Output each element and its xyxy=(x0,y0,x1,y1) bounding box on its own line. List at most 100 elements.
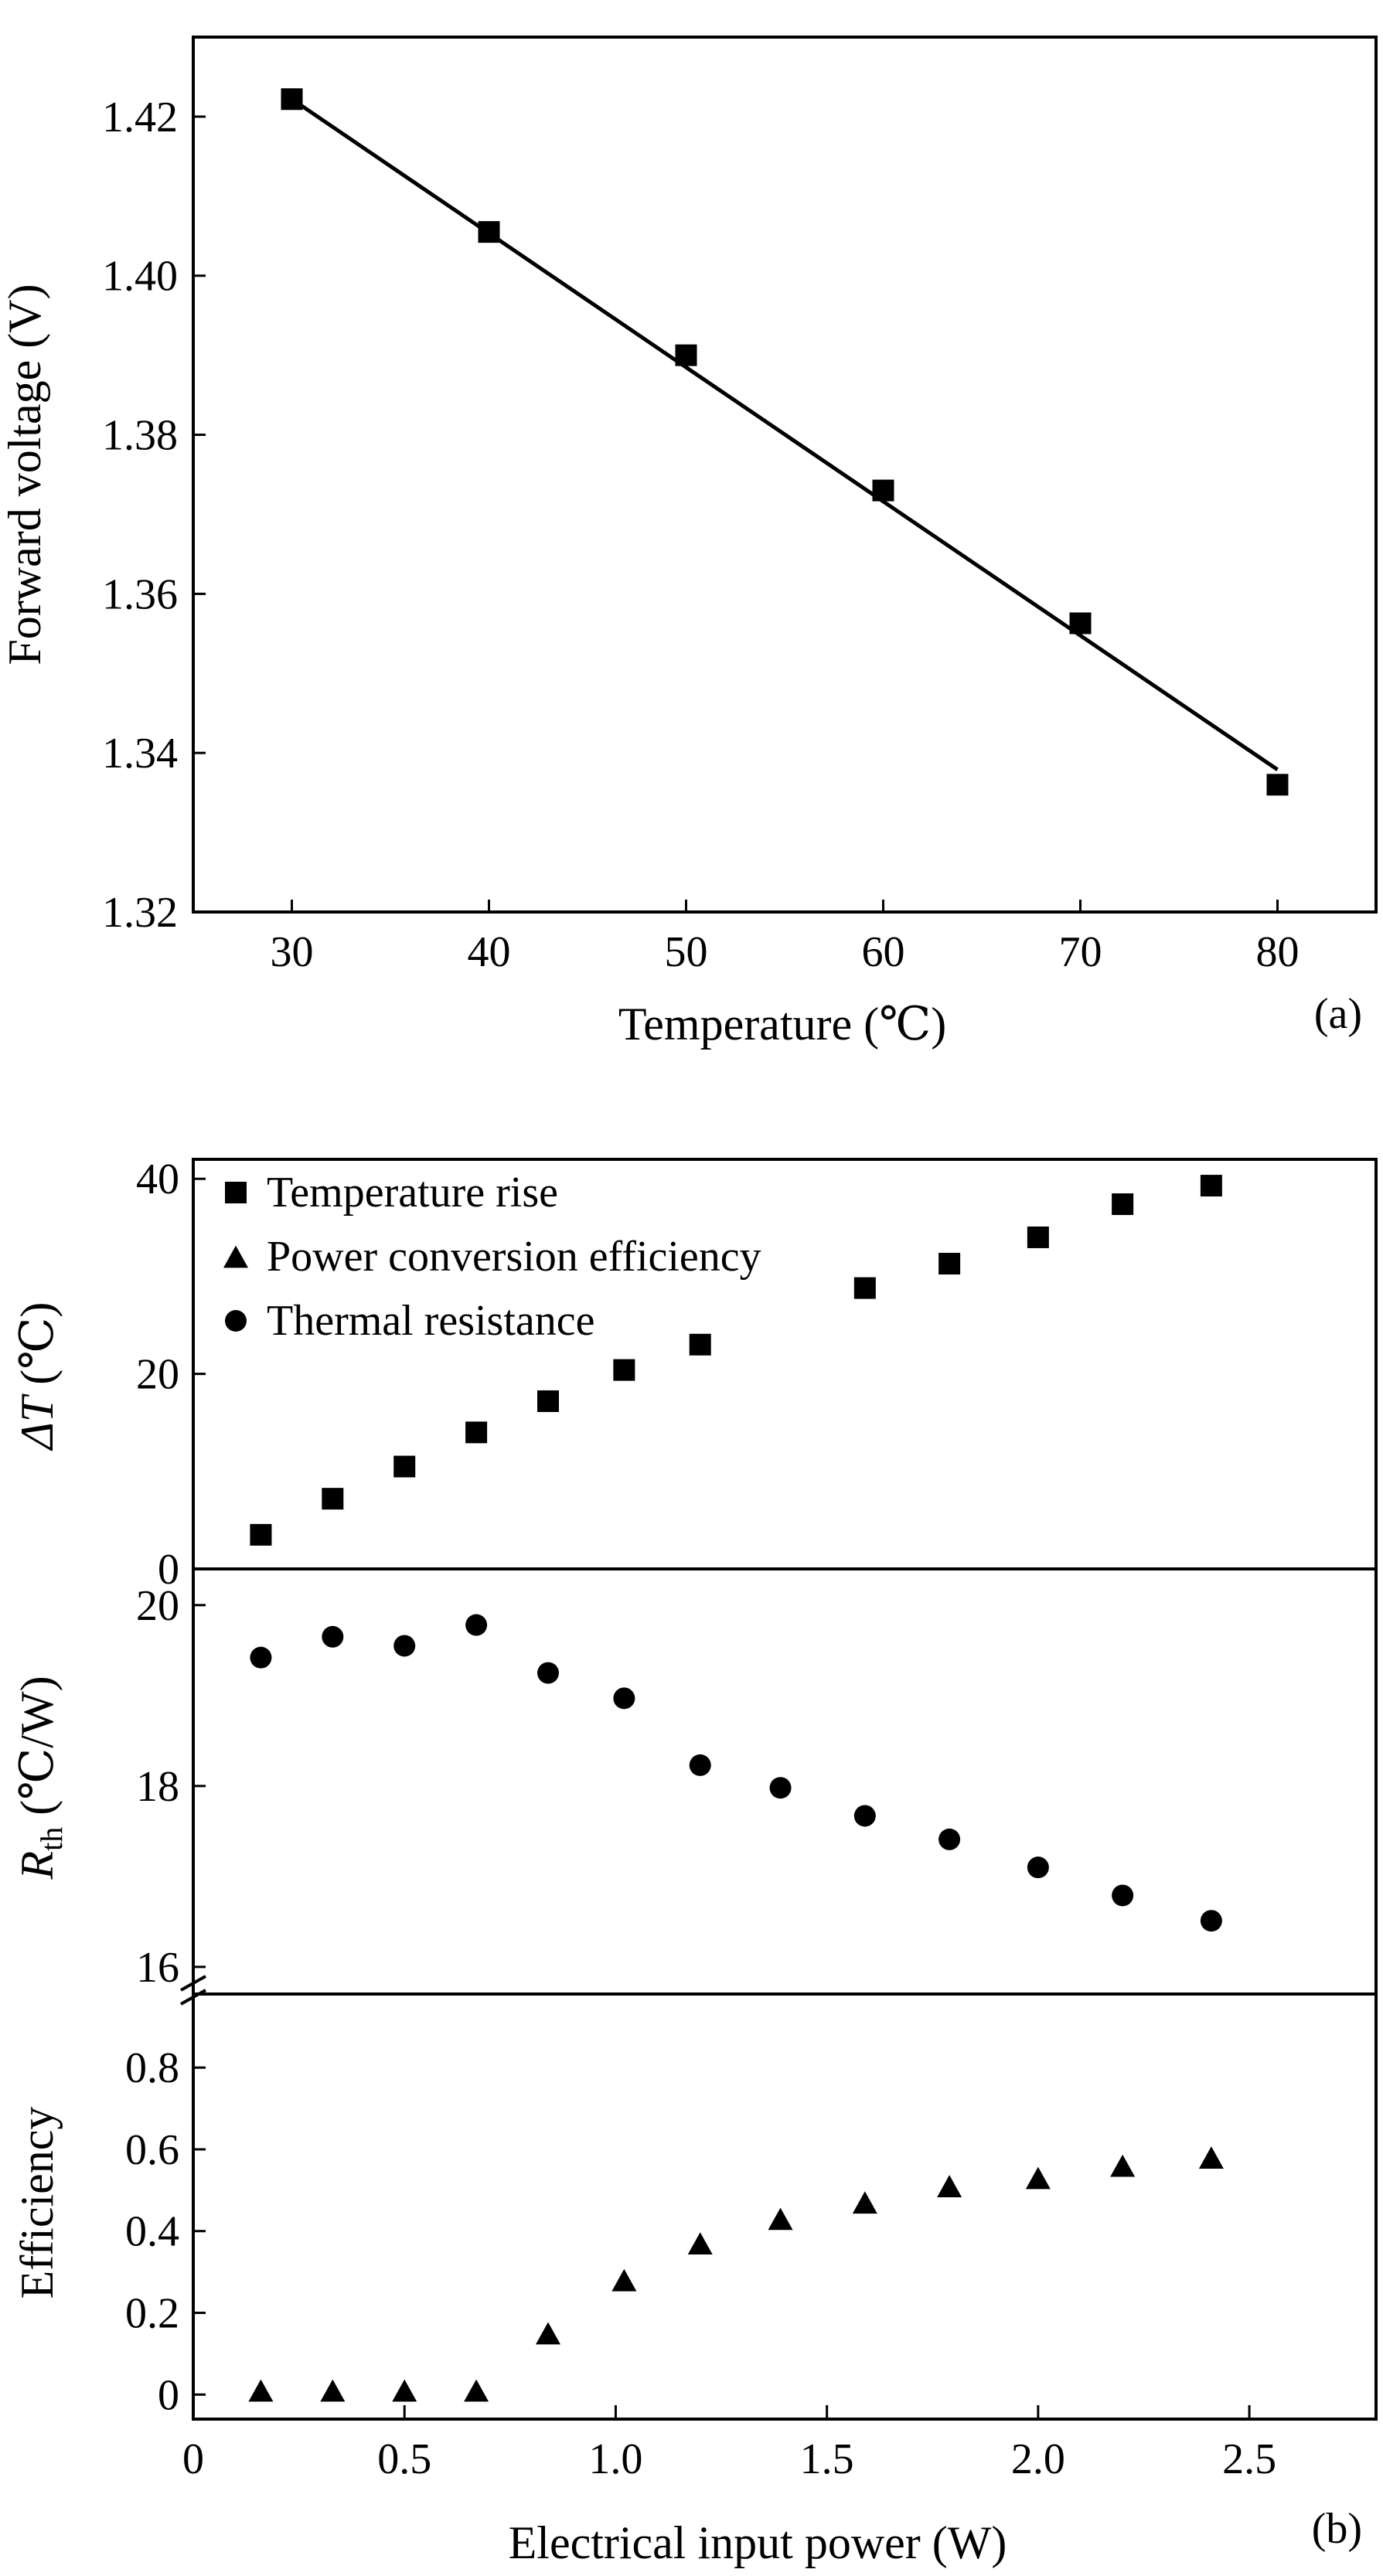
temperature-rise-point xyxy=(938,1253,961,1275)
delta-t-y-axis-ticks: 0 20 40 xyxy=(136,1155,206,1594)
rth-y-axis-ticks: 16 18 20 xyxy=(136,1582,206,1992)
x-axis-label-b: Electrical input power (W) xyxy=(509,2517,1007,2568)
data-point-square xyxy=(872,479,894,502)
efficiency-point xyxy=(1110,2154,1136,2177)
y-tick-label: 0 xyxy=(158,2371,179,2419)
temperature-rise-points xyxy=(250,1175,1222,1546)
panel-label-b: (b) xyxy=(1312,2505,1362,2553)
y-tick-label: 18 xyxy=(136,1763,179,1811)
thermal-resistance-point xyxy=(938,1828,961,1850)
x-tick-label: 0 xyxy=(182,2435,204,2483)
legend-label-efficiency: Power conversion efficiency xyxy=(267,1233,761,1281)
thermal-resistance-point xyxy=(613,1687,635,1710)
temperature-rise-point xyxy=(853,1277,876,1299)
axis-break-marker xyxy=(180,1975,206,2006)
efficiency-point xyxy=(852,2191,877,2214)
y-tick-label: 20 xyxy=(136,1351,179,1399)
efficiency-points xyxy=(248,2146,1224,2402)
efficiency-point xyxy=(248,2379,274,2402)
efficiency-point xyxy=(464,2379,489,2402)
x-tick-label: 1.0 xyxy=(588,2435,642,2483)
thermal-resistance-point xyxy=(1027,1856,1049,1879)
x-tick-label: 40 xyxy=(468,928,511,976)
fit-line-group-a xyxy=(291,97,1279,771)
efficiency-point xyxy=(687,2232,713,2254)
y-tick-label: 20 xyxy=(136,1582,179,1630)
y-axis-label-delta-t: ΔT (℃) xyxy=(12,1302,63,1451)
x-axis-ticks-a: 30 40 50 60 70 80 xyxy=(271,900,1300,976)
thermal-resistance-point xyxy=(465,1614,488,1636)
x-tick-label: 60 xyxy=(862,928,905,976)
rth-unit: (℃/W) xyxy=(12,1676,63,1826)
temperature-rise-point xyxy=(689,1333,711,1356)
y-axis-label-rth: Rth (℃/W) xyxy=(12,1676,69,1880)
y-tick-label: 1.42 xyxy=(102,94,178,141)
y-tick-label: 40 xyxy=(136,1155,179,1203)
x-tick-label: 1.5 xyxy=(800,2435,854,2483)
efficiency-point xyxy=(937,2175,962,2197)
temperature-rise-point xyxy=(537,1390,559,1412)
y-axis-label-efficiency: Efficiency xyxy=(12,2107,63,2299)
y-tick-label: 0 xyxy=(158,1546,179,1594)
x-tick-label: 0.5 xyxy=(377,2435,431,2483)
x-tick-label: 50 xyxy=(665,928,708,976)
thermal-resistance-point xyxy=(393,1635,416,1657)
y-tick-label: 0.4 xyxy=(125,2208,179,2256)
thermal-resistance-points xyxy=(250,1614,1222,1932)
legend-marker-triangle xyxy=(223,1245,248,1268)
delta-t-symbol: ΔT xyxy=(12,1393,63,1451)
y-axis-ticks-a: 1.32 1.34 1.36 1.38 1.40 1.42 xyxy=(102,94,206,937)
data-points-a xyxy=(281,88,1289,796)
x-tick-label: 30 xyxy=(271,928,314,976)
legend-markers xyxy=(223,1182,248,1332)
thermal-resistance-point xyxy=(250,1646,272,1669)
x-tick-label: 70 xyxy=(1059,928,1102,976)
x-tick-label: 2.5 xyxy=(1222,2435,1276,2483)
y-tick-label: 0.8 xyxy=(125,2044,179,2092)
data-point-square xyxy=(281,88,303,111)
thermal-resistance-point xyxy=(1200,1910,1222,1932)
legend-marker-square xyxy=(225,1182,247,1203)
temperature-rise-point xyxy=(465,1421,488,1444)
plot-frame-b xyxy=(192,1158,1378,2421)
thermal-resistance-point xyxy=(322,1625,344,1648)
x-axis-label-a: Temperature (℃) xyxy=(618,999,946,1050)
temperature-rise-point xyxy=(1027,1226,1049,1248)
data-point-square xyxy=(1266,774,1289,796)
y-tick-label: 0.6 xyxy=(125,2126,179,2174)
temperature-rise-point xyxy=(1200,1175,1222,1197)
data-point-square xyxy=(1069,612,1092,635)
fit-line xyxy=(291,97,1279,771)
temperature-rise-point xyxy=(393,1455,416,1478)
panel-label-a: (a) xyxy=(1314,990,1362,1038)
efficiency-point xyxy=(536,2322,560,2345)
data-point-square xyxy=(675,344,697,366)
x-axis-ticks-b: 0 0.5 1.0 1.5 2.0 2.5 xyxy=(182,2405,1276,2483)
x-tick-label: 2.0 xyxy=(1011,2435,1065,2483)
legend-marker-circle xyxy=(225,1310,247,1332)
efficiency-point xyxy=(1198,2146,1224,2169)
thermal-resistance-point xyxy=(769,1777,792,1799)
efficiency-point xyxy=(392,2379,417,2402)
legend-label-thermal-resistance: Thermal resistance xyxy=(267,1297,594,1345)
temperature-rise-point xyxy=(613,1359,635,1381)
efficiency-point xyxy=(611,2268,637,2292)
y-tick-label: 1.32 xyxy=(102,889,178,937)
y-tick-label: 16 xyxy=(136,1944,179,1992)
y-tick-label: 1.40 xyxy=(102,253,178,301)
y-tick-label: 0.2 xyxy=(125,2290,179,2338)
temperature-rise-point xyxy=(250,1523,272,1546)
delta-t-unit: (℃) xyxy=(12,1302,63,1397)
legend-label-temperature-rise: Temperature rise xyxy=(267,1169,558,1217)
thermal-resistance-point xyxy=(537,1662,559,1684)
legend: Temperature rise Power conversion effici… xyxy=(223,1169,761,1345)
y-tick-label: 1.38 xyxy=(102,412,178,460)
rth-symbol: R xyxy=(12,1851,63,1880)
x-tick-label: 80 xyxy=(1256,928,1300,976)
panel-a-forward-voltage-chart: 30 40 50 60 70 80 1.32 1.34 1.36 1.38 1.40 1.42 Te… xyxy=(0,36,1378,1050)
y-axis-label-a: Forward voltage (V) xyxy=(0,284,50,665)
efficiency-y-axis-ticks: 0 0.2 0.4 0.6 0.8 xyxy=(125,2044,206,2419)
temperature-rise-point xyxy=(322,1488,344,1510)
